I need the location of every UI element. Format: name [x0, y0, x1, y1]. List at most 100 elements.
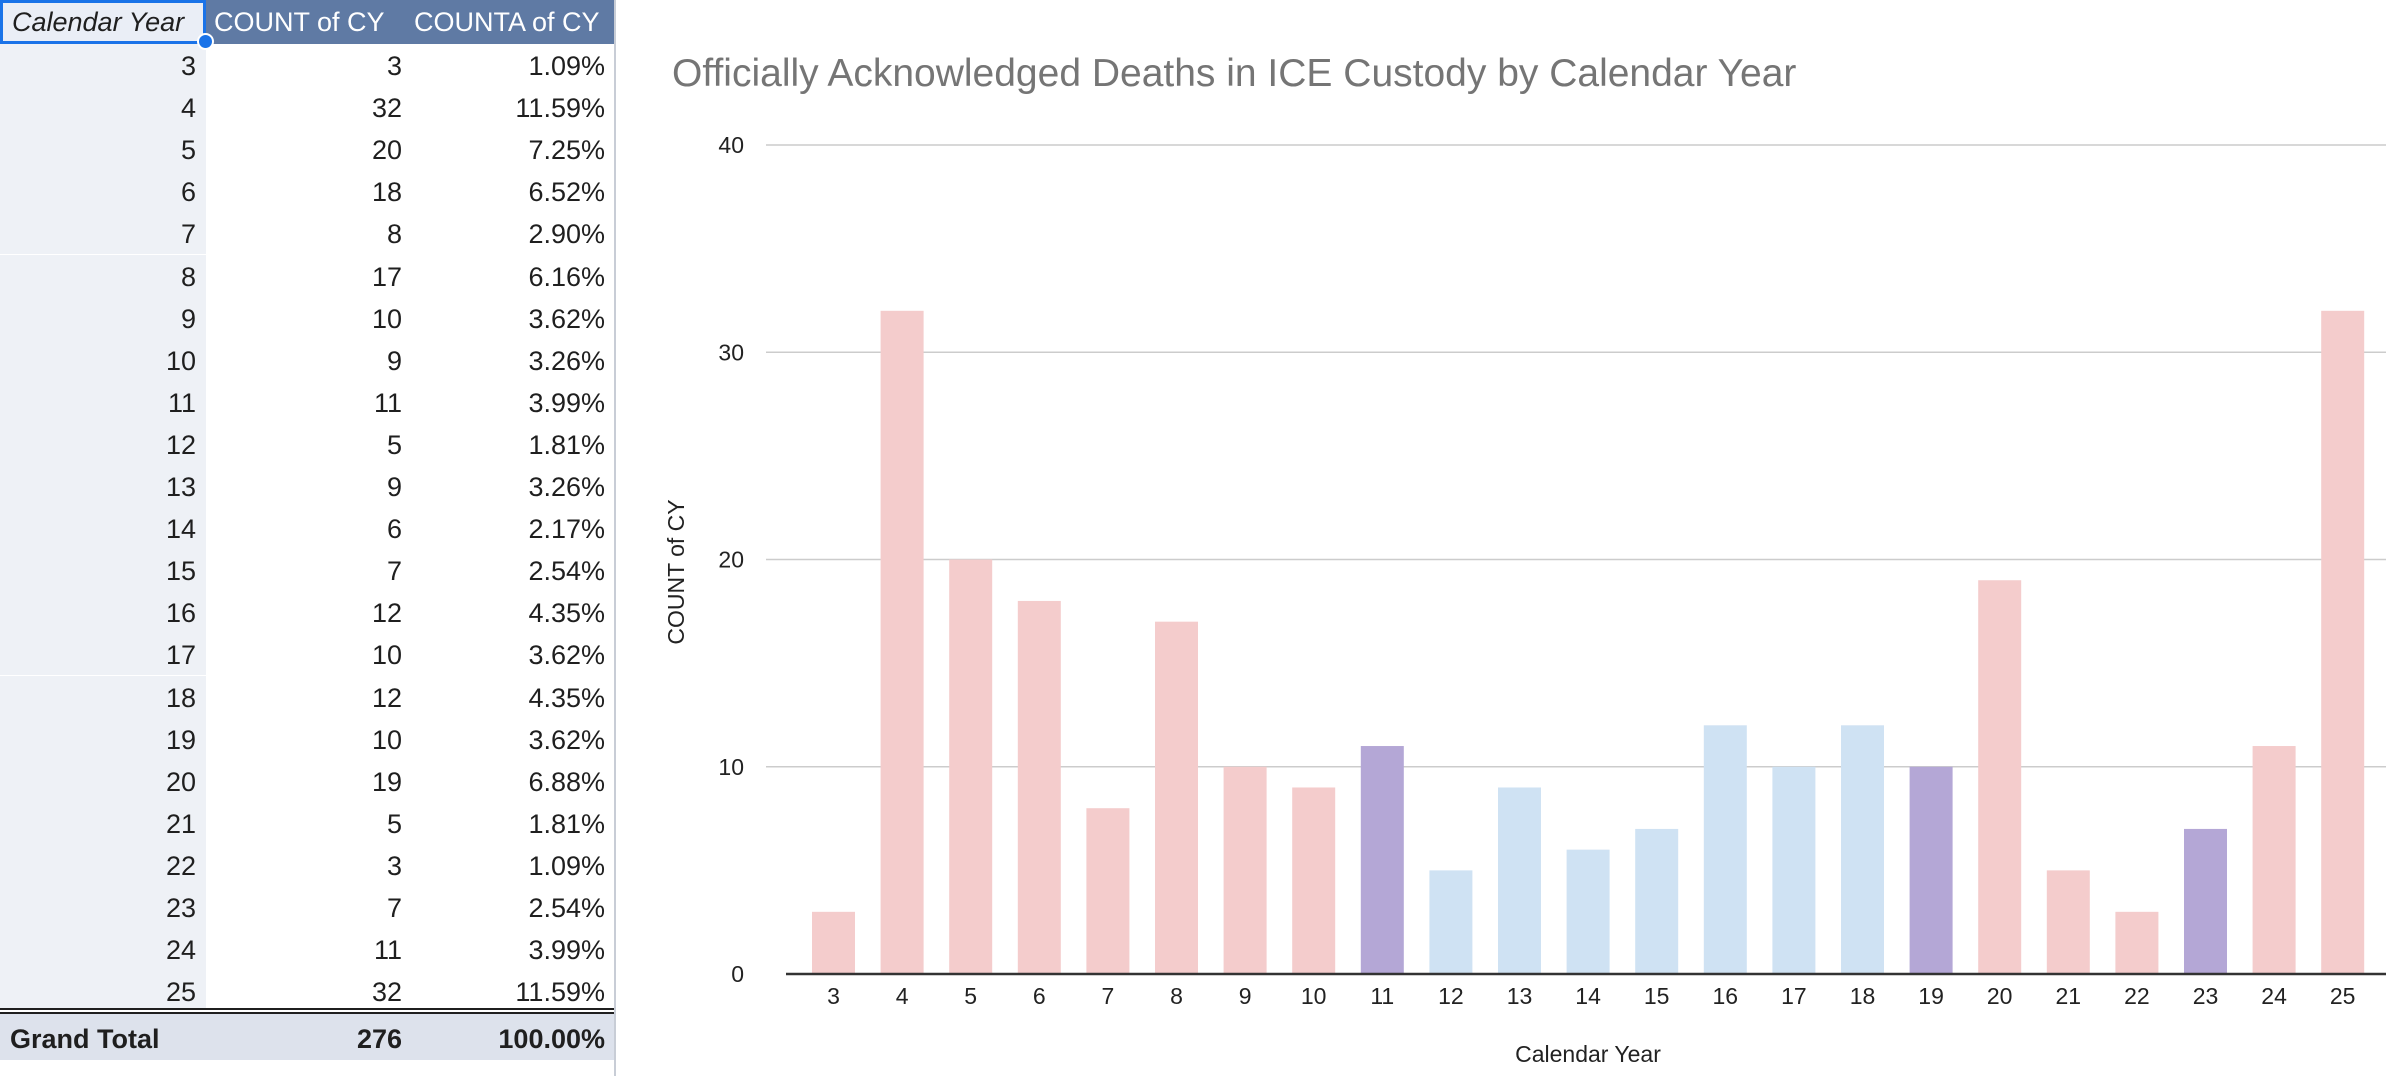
- row-year: 24: [0, 928, 206, 971]
- table-row[interactable]: 12 5 1.81%: [0, 422, 614, 465]
- table-row[interactable]: 16 12 4.35%: [0, 591, 614, 634]
- pivot-table: Calendar Year COUNT of CY COUNTA of CY 3…: [0, 0, 616, 1076]
- row-year: 19: [0, 717, 206, 760]
- bars: [812, 310, 2365, 975]
- bar-year-19[interactable]: [1909, 766, 1953, 974]
- bar-year-3[interactable]: [812, 911, 855, 974]
- table-row[interactable]: 11 11 3.99%: [0, 380, 614, 423]
- bar-year-6[interactable]: [1017, 600, 1061, 974]
- row-count: 11: [373, 935, 402, 966]
- table-row[interactable]: 3 3 1.09%: [0, 44, 614, 86]
- table-row[interactable]: 23 7 2.54%: [0, 886, 614, 928]
- bar-year-10[interactable]: [1292, 787, 1336, 974]
- bar-year-5[interactable]: [949, 559, 993, 975]
- row-count: 3: [386, 850, 402, 881]
- table-row[interactable]: 13 9 3.26%: [0, 465, 614, 507]
- table-row[interactable]: 7 8 2.90%: [0, 212, 614, 255]
- bar-year-12[interactable]: [1429, 870, 1473, 974]
- row-year: 3: [0, 44, 206, 86]
- table-row[interactable]: 8 17 6.16%: [0, 254, 614, 297]
- table-row[interactable]: 4 32 11.59%: [0, 86, 614, 129]
- grand-total-divider: [0, 1008, 614, 1014]
- row-year: 16: [0, 591, 206, 634]
- row-pct: 11.59%: [515, 93, 605, 124]
- row-count: 8: [386, 219, 402, 250]
- x-tick-label: 17: [1781, 983, 1807, 1009]
- bar-year-20[interactable]: [1978, 580, 2022, 974]
- x-tick-label: 20: [1987, 983, 2013, 1009]
- bar-year-8[interactable]: [1155, 621, 1198, 974]
- table-row[interactable]: 20 19 6.88%: [0, 759, 614, 802]
- x-tick-label: 8: [1170, 983, 1183, 1009]
- x-tick-label: 18: [1850, 983, 1876, 1009]
- bar-year-23[interactable]: [2184, 828, 2227, 974]
- row-year: 14: [0, 507, 206, 550]
- y-tick-label: 0: [731, 961, 744, 987]
- bar-year-17[interactable]: [1772, 766, 1816, 974]
- bar-year-11[interactable]: [1360, 746, 1404, 974]
- table-row[interactable]: 24 11 3.99%: [0, 928, 614, 971]
- row-pct: 1.81%: [528, 808, 605, 839]
- row-year: 7: [0, 212, 206, 255]
- y-tick-label: 20: [718, 547, 744, 573]
- bar-year-14[interactable]: [1566, 849, 1610, 974]
- x-tick-label: 7: [1102, 983, 1115, 1009]
- x-tick-label: 3: [827, 983, 840, 1009]
- table-row[interactable]: 21 5 1.81%: [0, 801, 614, 844]
- row-count: 10: [371, 640, 402, 671]
- bar-year-21[interactable]: [2046, 870, 2090, 974]
- x-tick-label: 11: [1370, 983, 1394, 1009]
- bar-year-13[interactable]: [1498, 787, 1541, 974]
- row-year: 5: [0, 128, 206, 171]
- x-tick-label: 25: [2330, 983, 2356, 1009]
- row-pct: 7.25%: [528, 135, 605, 166]
- bar-year-16[interactable]: [1703, 725, 1747, 974]
- table-row[interactable]: 22 3 1.09%: [0, 843, 614, 886]
- grand-total-row[interactable]: Grand Total 276 100.00%: [0, 1014, 614, 1060]
- row-count: 9: [386, 472, 402, 502]
- table-row[interactable]: 15 7 2.54%: [0, 549, 614, 592]
- row-pct: 2.54%: [528, 893, 605, 923]
- row-pct: 2.90%: [528, 219, 605, 250]
- header-count-of-cy[interactable]: COUNT of CY: [206, 0, 406, 44]
- gridlines: [766, 144, 2386, 768]
- header-counta-of-cy[interactable]: COUNTA of CY: [406, 0, 614, 44]
- row-count: 12: [371, 598, 402, 629]
- table-row[interactable]: 18 12 4.35%: [0, 675, 614, 718]
- row-year: 22: [0, 843, 206, 886]
- bar-year-22[interactable]: [2115, 911, 2159, 974]
- x-tick-label: 9: [1239, 983, 1252, 1009]
- table-row[interactable]: 6 18 6.52%: [0, 170, 614, 213]
- table-row[interactable]: 14 6 2.17%: [0, 507, 614, 550]
- x-tick-label: 12: [1438, 983, 1464, 1009]
- row-count: 32: [371, 977, 402, 1008]
- x-tick-label: 10: [1301, 983, 1327, 1009]
- row-count: 5: [386, 808, 402, 839]
- x-tick-label: 13: [1507, 983, 1533, 1009]
- bar-chart[interactable]: Officially Acknowledged Deaths in ICE Cu…: [616, 0, 2404, 1076]
- bar-year-25[interactable]: [2321, 310, 2365, 974]
- table-row[interactable]: 5 20 7.25%: [0, 128, 614, 171]
- table-row[interactable]: 19 10 3.62%: [0, 717, 614, 760]
- selection-handle[interactable]: [197, 33, 214, 50]
- row-year: 9: [0, 296, 206, 339]
- bar-year-9[interactable]: [1223, 766, 1267, 974]
- header-calendar-year[interactable]: Calendar Year: [0, 0, 206, 44]
- table-row[interactable]: 9 10 3.62%: [0, 296, 614, 339]
- table-row[interactable]: 25 32 11.59%: [0, 970, 614, 1013]
- row-pct: 6.16%: [528, 261, 605, 292]
- chart-title: Officially Acknowledged Deaths in ICE Cu…: [672, 52, 1796, 95]
- x-axis: 3 4 5 6 7 8 9 10 11 12 13 14 15 16 17 18 19 20 21 22 23 24 25: [786, 972, 2386, 1009]
- table-row[interactable]: 17 10 3.62%: [0, 633, 614, 676]
- row-count: 17: [371, 261, 402, 292]
- row-year: 23: [0, 886, 206, 928]
- bar-year-15[interactable]: [1635, 828, 1679, 974]
- bar-year-18[interactable]: [1841, 725, 1884, 974]
- x-tick-label: 5: [964, 983, 977, 1009]
- row-pct: 4.35%: [528, 682, 605, 713]
- bar-year-4[interactable]: [880, 310, 924, 974]
- row-pct: 4.35%: [528, 598, 605, 629]
- bar-year-24[interactable]: [2252, 746, 2296, 974]
- bar-year-7[interactable]: [1086, 808, 1130, 974]
- table-row[interactable]: 10 9 3.26%: [0, 338, 614, 381]
